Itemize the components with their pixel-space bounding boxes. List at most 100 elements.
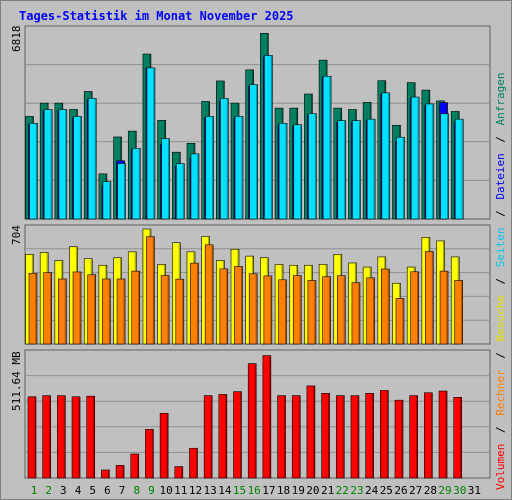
bar-volumen-14 xyxy=(218,394,228,479)
bar-rechner-10 xyxy=(160,275,170,345)
bar-volumen-21 xyxy=(321,393,330,479)
x-label-18: 18 xyxy=(277,484,290,497)
bar-rechner-27 xyxy=(410,271,419,345)
panel-anfragen xyxy=(24,25,491,220)
bar-seiten-7 xyxy=(117,163,126,220)
bar-volumen-15 xyxy=(233,391,242,479)
legend-seiten: Seiten xyxy=(494,228,507,268)
bar-rechner-7 xyxy=(116,278,126,345)
bar-rechner-26 xyxy=(395,298,405,345)
bar-seiten-9 xyxy=(146,67,156,220)
bar-seiten-26 xyxy=(396,136,405,220)
bar-seiten-25 xyxy=(381,92,391,220)
bar-rechner-22 xyxy=(336,275,346,345)
legend-sep-2: / xyxy=(494,352,507,359)
bar-seiten-12 xyxy=(190,153,200,220)
bar-volumen-16 xyxy=(247,363,257,479)
bar-volumen-9 xyxy=(145,429,154,479)
bar-seiten-17 xyxy=(264,55,273,220)
ymax-label-mid: 704 xyxy=(10,225,23,245)
bar-seiten-21 xyxy=(322,75,332,220)
bar-volumen-2 xyxy=(42,395,51,479)
bar-volumen-26 xyxy=(394,399,404,479)
bar-rechner-13 xyxy=(204,244,214,345)
bar-volumen-19 xyxy=(291,395,301,479)
bar-rechner-12 xyxy=(190,262,199,345)
bar-seiten-15 xyxy=(234,116,244,220)
x-axis-labels: 1 2 3 4 5 6 7 8 9 10 11 12 13 14 15 16 17 18 19 20 21 22 23 24 2… xyxy=(31,484,481,497)
x-label-28: 28 xyxy=(424,484,437,497)
x-label-14: 14 xyxy=(218,484,232,497)
x-label-16: 16 xyxy=(248,484,261,497)
panel-besuche xyxy=(24,224,491,345)
ymax-label-top: 6818 xyxy=(10,26,23,53)
x-label-13: 13 xyxy=(204,484,217,497)
x-label-8: 8 xyxy=(133,484,140,497)
legend-anfragen: Anfragen xyxy=(494,72,507,125)
x-label-10: 10 xyxy=(159,484,172,497)
x-label-15: 15 xyxy=(233,484,246,497)
x-label-17: 17 xyxy=(262,484,275,497)
bar-volumen-13 xyxy=(203,395,213,479)
x-label-23: 23 xyxy=(350,484,363,497)
x-label-25: 25 xyxy=(380,484,393,497)
bar-volumen-30 xyxy=(453,397,463,479)
bar-seiten-6 xyxy=(102,181,112,220)
x-label-27: 27 xyxy=(409,484,422,497)
bar-rechner-25 xyxy=(381,268,390,345)
bar-rechner-28 xyxy=(425,251,434,345)
bar-volumen-22 xyxy=(335,395,345,479)
bar-volumen-8 xyxy=(130,453,140,479)
bar-seiten-29 xyxy=(440,113,449,220)
bar-volumen-5 xyxy=(86,395,96,479)
legend-besuche: Besuche xyxy=(494,295,507,341)
bar-rechner-9 xyxy=(146,236,155,345)
bar-rechner-11 xyxy=(175,278,185,345)
bar-volumen-3 xyxy=(57,395,66,479)
x-label-5: 5 xyxy=(89,484,96,497)
bar-volumen-4 xyxy=(71,396,81,479)
x-label-31: 31 xyxy=(468,484,481,497)
x-label-29: 29 xyxy=(438,484,451,497)
bar-rechner-2 xyxy=(43,272,52,345)
bar-rechner-3 xyxy=(58,278,67,345)
bar-volumen-20 xyxy=(306,385,316,479)
x-label-12: 12 xyxy=(189,484,202,497)
bar-seiten-14 xyxy=(220,98,229,220)
bar-rechner-8 xyxy=(131,270,141,345)
ymax-label-bot: 511.64 MB xyxy=(10,351,23,411)
bar-volumen-25 xyxy=(380,390,389,479)
bar-seiten-2 xyxy=(43,109,53,220)
bar-seiten-22 xyxy=(337,120,347,220)
bar-volumen-18 xyxy=(277,395,286,479)
x-label-20: 20 xyxy=(306,484,319,497)
bar-rechner-18 xyxy=(278,279,287,345)
bar-seiten-27 xyxy=(410,96,420,220)
bar-volumen-23 xyxy=(350,395,360,479)
bar-volumen-12 xyxy=(189,447,198,479)
bar-seiten-30 xyxy=(454,118,464,220)
bar-volumen-27 xyxy=(409,395,418,479)
bar-seiten-3 xyxy=(58,109,68,220)
bar-volumen-17 xyxy=(262,355,272,479)
x-label-9: 9 xyxy=(148,484,155,497)
legend-right: Volumen / Rechner / Besuche / Seiten / D… xyxy=(494,72,507,490)
bar-seiten-28 xyxy=(425,103,435,220)
bar-seiten-20 xyxy=(308,113,317,220)
bar-rechner-5 xyxy=(87,274,97,345)
x-label-26: 26 xyxy=(394,484,407,497)
bar-rechner-24 xyxy=(366,277,375,345)
bar-rechner-1 xyxy=(28,272,38,345)
bar-seiten-8 xyxy=(131,148,141,220)
bar-seiten-18 xyxy=(278,123,288,220)
x-label-22: 22 xyxy=(336,484,349,497)
bar-seiten-23 xyxy=(352,120,361,220)
x-label-2: 2 xyxy=(45,484,52,497)
bar-volumen-29 xyxy=(438,390,448,479)
x-label-30: 30 xyxy=(453,484,466,497)
chart-title: Tages-Statistik im Monat November 2025 xyxy=(19,9,294,23)
bar-seiten-11 xyxy=(176,163,185,220)
bar-seiten-1 xyxy=(29,123,38,220)
bar-rechner-16 xyxy=(248,273,258,345)
x-label-7: 7 xyxy=(119,484,126,497)
